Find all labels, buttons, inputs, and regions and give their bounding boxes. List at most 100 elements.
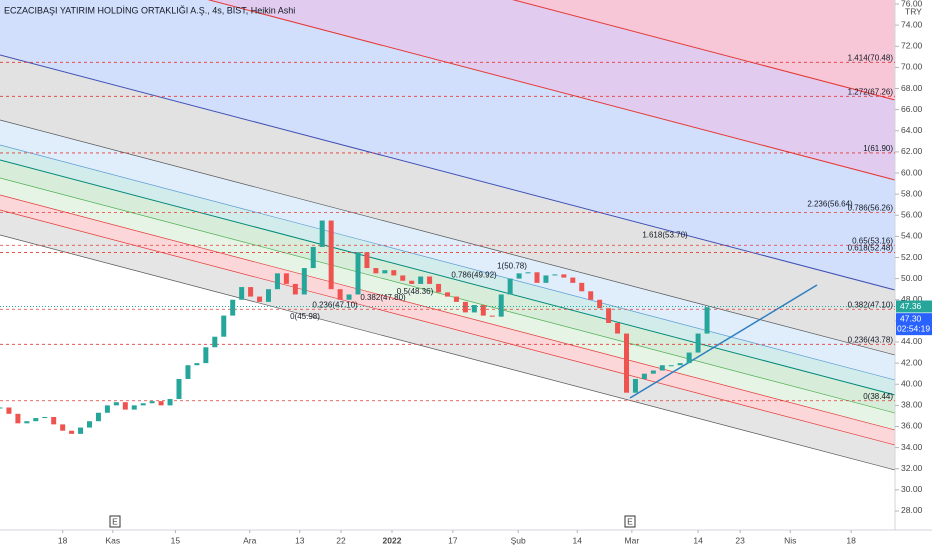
candle	[418, 276, 424, 284]
x-tick-label: 18	[846, 535, 856, 545]
y-tick-label: 64.00	[901, 125, 923, 135]
fib-label: 1(61.90)	[863, 144, 893, 153]
zone	[0, 210, 895, 470]
fib-label: 0.786(56.26)	[848, 204, 894, 213]
candle	[489, 315, 495, 317]
y-tick-label: 34.00	[901, 442, 923, 452]
candle	[409, 280, 415, 284]
candle	[498, 294, 504, 317]
y-tick-label: 28.00	[901, 505, 923, 515]
zone	[0, 178, 895, 430]
candle	[283, 273, 289, 284]
candle	[328, 220, 334, 290]
channel-line	[0, 119, 895, 356]
y-tick-label: 50.00	[901, 273, 923, 283]
candle	[436, 283, 442, 293]
y-tick-label: 60.00	[901, 167, 923, 177]
event-box	[109, 515, 121, 528]
zone	[0, 145, 895, 395]
candle	[543, 275, 549, 283]
candle	[641, 373, 647, 379]
candle	[310, 246, 316, 269]
candle	[650, 370, 656, 374]
candle	[266, 289, 271, 302]
candle	[69, 430, 75, 434]
fan-line	[207, 0, 895, 181]
x-tick-label: 14	[573, 535, 583, 545]
x-tick-label: 2022	[383, 535, 402, 545]
fib-label: 0(45.98)	[290, 312, 320, 321]
channel-line	[0, 234, 895, 471]
x-tick-label: Kas	[105, 535, 120, 545]
last-price-label: 47.36	[900, 301, 922, 311]
candle	[364, 252, 370, 269]
candle	[337, 289, 343, 300]
candle	[212, 336, 218, 348]
candle	[588, 291, 594, 300]
candle	[445, 292, 450, 297]
x-tick-label: Ara	[243, 535, 257, 545]
candle	[104, 405, 110, 413]
candle	[606, 308, 612, 323]
candle	[355, 252, 361, 295]
candle	[42, 416, 48, 419]
plot: 1.414(70.48) 1.272(67.26) 1(61.90) 0.786(56…	[0, 53, 895, 434]
candle	[113, 402, 119, 406]
symbol-title: ECZACIBAŞI YATIRIM HOLDİNG ORTAKLIĞI A.Ş…	[4, 5, 295, 15]
zone	[0, 55, 895, 355]
y-tick-label: 44.00	[901, 336, 923, 346]
fib-label: 2.236(56.64)	[807, 200, 853, 209]
candle	[659, 365, 665, 371]
candle	[239, 287, 245, 300]
candle	[480, 305, 486, 316]
fib-label: 0.382(47.10)	[848, 300, 894, 309]
fib-label: 1(50.78)	[497, 261, 527, 270]
candle	[677, 363, 683, 366]
x-tick-label: Nis	[784, 535, 796, 545]
close-label: 47.30	[900, 313, 922, 323]
candle	[203, 347, 209, 364]
channel-line	[0, 209, 895, 446]
zone	[0, 195, 895, 445]
candle	[15, 413, 21, 424]
candle	[87, 421, 92, 428]
x-tick-label: 18	[58, 535, 68, 545]
candle	[704, 307, 710, 334]
candle	[248, 287, 254, 297]
fib-label: 0.786(49.92)	[451, 271, 497, 280]
candle	[149, 401, 155, 404]
candle	[167, 399, 173, 406]
candle	[319, 220, 325, 247]
candle	[534, 272, 540, 283]
candle	[33, 418, 39, 422]
candle	[507, 278, 513, 295]
fib-label: 1.414(70.48)	[848, 53, 894, 62]
candle	[185, 365, 191, 379]
candle	[695, 333, 701, 353]
candle	[373, 268, 379, 274]
candle	[624, 333, 629, 393]
candle	[382, 270, 388, 274]
candle	[140, 403, 146, 406]
fan-line	[0, 54, 895, 291]
candle	[230, 299, 236, 316]
x-tick-label: 15	[171, 535, 181, 545]
candle	[346, 294, 352, 300]
y-tick-label: 42.00	[901, 357, 923, 367]
candle	[686, 352, 692, 364]
y-tick-label: 58.00	[901, 188, 923, 198]
candle	[78, 427, 84, 434]
y-tick-label: 54.00	[901, 231, 923, 241]
candle	[6, 407, 12, 414]
y-tick-label: 36.00	[901, 421, 923, 431]
y-tick-label: 70.00	[901, 62, 923, 72]
candle	[561, 274, 567, 278]
fib-label: 0.236(47.10)	[312, 300, 358, 309]
candle	[579, 282, 585, 292]
event-marker: E	[112, 516, 118, 526]
candle	[292, 283, 298, 295]
candle	[158, 401, 164, 406]
y-tick-label: 74.00	[901, 19, 923, 29]
y-tick-label: 68.00	[901, 83, 923, 93]
